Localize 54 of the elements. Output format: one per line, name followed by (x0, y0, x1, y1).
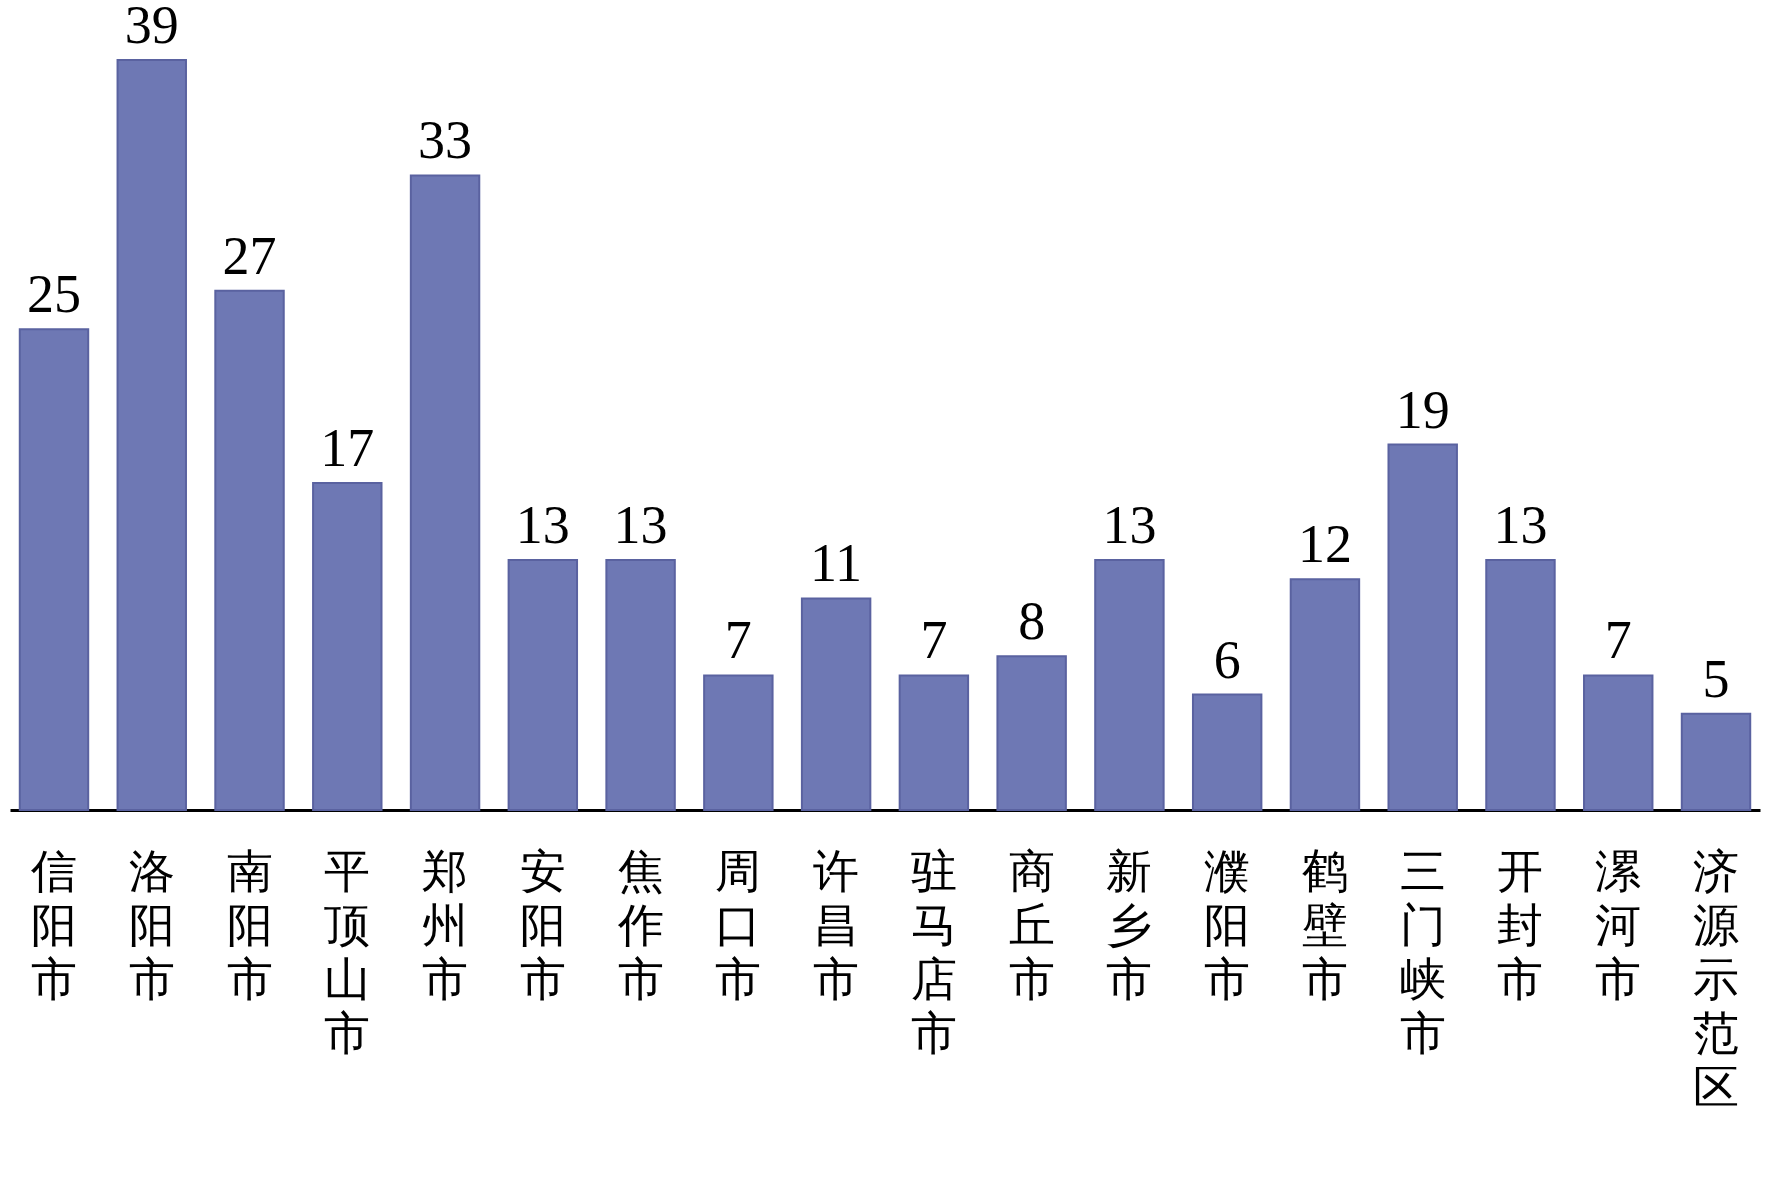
x-tick-label: 驻马店市 (910, 845, 957, 1059)
data-label: 25 (26, 264, 81, 325)
data-label: 12 (1297, 514, 1352, 575)
data-label: 27 (222, 225, 277, 286)
x-tick-label: 三门峡市 (1399, 845, 1446, 1059)
x-tick-label: 南阳市 (226, 845, 273, 1005)
bar (1485, 559, 1556, 811)
bar (312, 482, 383, 811)
bar (605, 559, 676, 811)
data-label: 33 (418, 110, 473, 171)
x-tick-label: 新乡市 (1106, 845, 1153, 1005)
data-label: 6 (1213, 629, 1241, 690)
bar (1289, 578, 1361, 811)
bar (1680, 712, 1752, 811)
data-label: 19 (1395, 379, 1450, 440)
x-tick-label: 濮阳市 (1204, 845, 1251, 1005)
data-label: 7 (724, 610, 752, 671)
bar (116, 59, 187, 811)
data-label: 7 (920, 610, 948, 671)
data-label: 13 (515, 495, 570, 555)
data-label: 13 (1102, 495, 1157, 555)
x-tick-label: 洛阳市 (128, 845, 175, 1005)
bar (996, 655, 1067, 811)
bar (1583, 674, 1654, 811)
bar (409, 174, 481, 811)
bar (703, 674, 774, 811)
data-label: 11 (810, 533, 863, 594)
data-label: 8 (1018, 591, 1046, 652)
data-label: 5 (1702, 648, 1730, 709)
bar (214, 289, 285, 811)
x-tick-label: 郑州市 (422, 845, 469, 1005)
x-tick-label: 漯河市 (1595, 845, 1642, 1005)
x-tick-label: 鹤壁市 (1301, 845, 1348, 1005)
bar (1094, 559, 1165, 811)
x-tick-label: 信阳市 (30, 845, 77, 1005)
data-label: 17 (320, 418, 375, 479)
bar (1387, 443, 1458, 811)
x-tick-label: 商丘市 (1008, 845, 1055, 1005)
x-tick-label: 开封市 (1497, 845, 1544, 1005)
x-tick-label: 济源示范区 (1693, 845, 1740, 1113)
bar (800, 597, 872, 811)
x-tick-label: 焦作市 (616, 845, 664, 1005)
data-label: 7 (1604, 610, 1632, 671)
x-tick-label: 平顶山市 (324, 845, 371, 1059)
x-tick-label: 许昌市 (813, 845, 860, 1005)
data-label: 39 (124, 0, 179, 55)
bar (507, 559, 579, 811)
bar (18, 328, 90, 811)
data-label: 13 (1493, 495, 1548, 555)
data-label: 13 (613, 495, 668, 555)
x-tick-label: 安阳市 (519, 845, 566, 1005)
bar (1191, 693, 1263, 811)
x-tick-label: 周口市 (715, 845, 762, 1005)
bar (898, 674, 970, 811)
